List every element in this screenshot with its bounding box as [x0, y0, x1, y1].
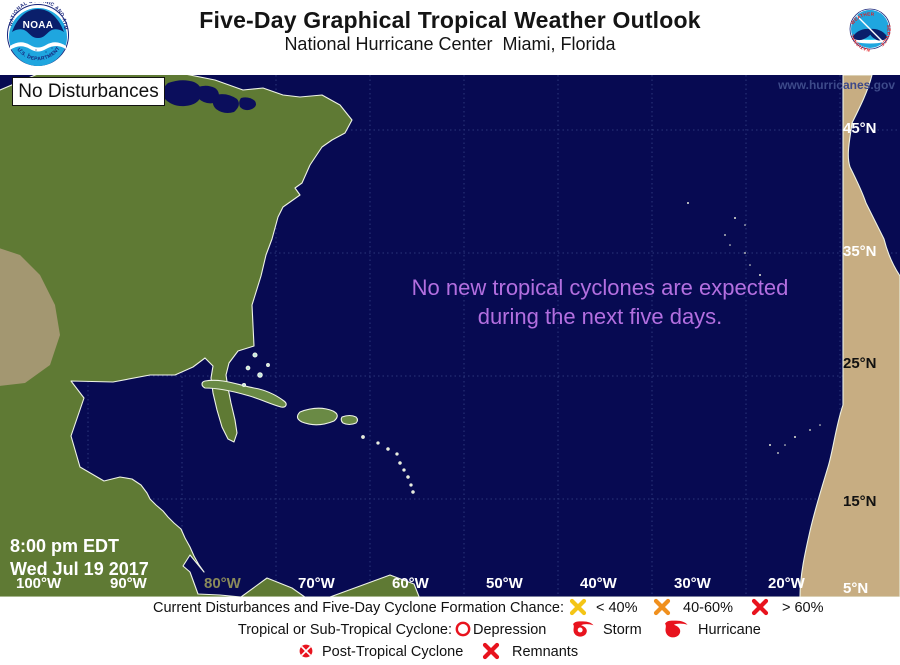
svg-text:Tropical or Sub-Tropical Cyclo: Tropical or Sub-Tropical Cyclone:: [238, 622, 452, 638]
svg-text:Post-Tropical Cyclone: Post-Tropical Cyclone: [322, 644, 463, 660]
svg-text:Current Disturbances and Five-: Current Disturbances and Five-Day Cyclon…: [153, 600, 564, 616]
svg-text:Storm: Storm: [603, 622, 642, 638]
svg-text:NOAA: NOAA: [23, 20, 54, 31]
svg-text:Remnants: Remnants: [512, 644, 578, 660]
svg-text:Hurricane: Hurricane: [698, 622, 761, 638]
svg-text:> 60%: > 60%: [782, 600, 824, 616]
svg-text:< 40%: < 40%: [596, 600, 638, 616]
svg-text:Depression: Depression: [473, 622, 546, 638]
svg-text:40-60%: 40-60%: [683, 600, 733, 616]
